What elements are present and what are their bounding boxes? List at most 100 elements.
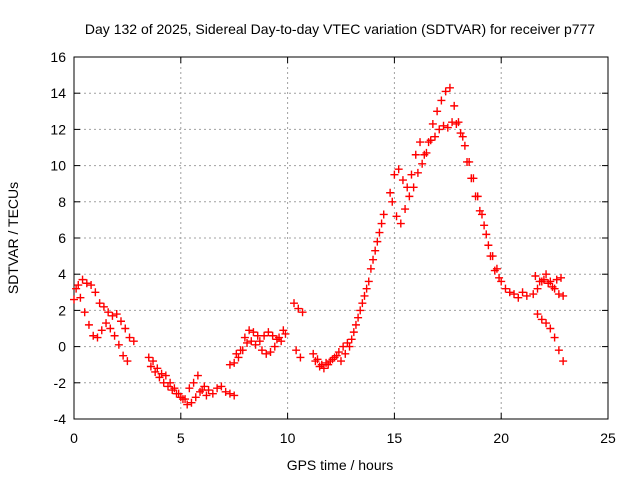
data-point bbox=[531, 272, 540, 281]
data-point bbox=[428, 119, 437, 128]
y-tick-label: 2 bbox=[58, 302, 66, 318]
data-point bbox=[486, 252, 495, 261]
x-tick-label: 10 bbox=[280, 430, 296, 446]
data-point bbox=[255, 337, 264, 346]
data-point bbox=[213, 384, 222, 393]
data-point bbox=[535, 277, 544, 286]
data-point bbox=[251, 340, 260, 349]
data-point bbox=[99, 302, 108, 311]
y-tick-label: 14 bbox=[50, 85, 66, 101]
x-tick-label: 0 bbox=[70, 430, 78, 446]
data-point bbox=[514, 293, 523, 302]
data-point bbox=[129, 337, 138, 346]
data-point bbox=[539, 275, 548, 284]
data-point bbox=[104, 308, 113, 317]
data-points bbox=[70, 83, 568, 409]
data-point bbox=[345, 342, 354, 351]
data-point bbox=[448, 118, 457, 127]
data-point bbox=[559, 357, 568, 366]
data-point bbox=[360, 291, 369, 300]
data-point bbox=[351, 320, 360, 329]
data-point bbox=[409, 183, 418, 192]
data-point bbox=[328, 355, 337, 364]
data-point bbox=[125, 333, 134, 342]
data-point bbox=[102, 319, 111, 328]
data-point bbox=[418, 159, 427, 168]
data-point bbox=[390, 170, 399, 179]
data-point bbox=[533, 310, 542, 319]
chart-title: Day 132 of 2025, Sidereal Day-to-day VTE… bbox=[85, 21, 595, 37]
data-point bbox=[537, 315, 546, 324]
data-point bbox=[247, 337, 256, 346]
data-point bbox=[379, 210, 388, 219]
data-point bbox=[232, 349, 241, 358]
data-point bbox=[398, 176, 407, 185]
grid-lines bbox=[74, 57, 608, 419]
data-point bbox=[542, 270, 551, 279]
data-point bbox=[87, 281, 96, 290]
data-point bbox=[84, 320, 93, 329]
data-point bbox=[243, 338, 252, 347]
data-point bbox=[337, 357, 345, 366]
data-point bbox=[270, 342, 279, 351]
data-point bbox=[510, 290, 519, 299]
x-tick-label: 25 bbox=[600, 430, 616, 446]
data-point bbox=[89, 331, 98, 340]
data-point bbox=[559, 291, 568, 300]
data-point bbox=[460, 141, 469, 150]
data-point bbox=[298, 308, 307, 317]
data-point bbox=[108, 311, 117, 320]
data-point bbox=[416, 138, 425, 147]
data-point bbox=[294, 304, 303, 313]
data-point bbox=[319, 364, 328, 373]
data-point bbox=[358, 299, 367, 308]
data-point bbox=[163, 382, 172, 391]
x-tick-label: 5 bbox=[177, 430, 185, 446]
data-point bbox=[324, 360, 333, 369]
data-point bbox=[80, 308, 89, 317]
data-point bbox=[245, 326, 254, 335]
data-point bbox=[484, 241, 493, 250]
data-point bbox=[198, 386, 207, 395]
data-point bbox=[225, 389, 234, 398]
data-point bbox=[426, 136, 435, 145]
data-point bbox=[366, 264, 375, 273]
y-tick-label: -4 bbox=[54, 411, 67, 427]
data-point bbox=[97, 326, 106, 335]
data-point bbox=[362, 284, 371, 293]
data-point bbox=[405, 192, 414, 201]
data-point bbox=[477, 210, 486, 219]
y-tick-label: -2 bbox=[54, 375, 67, 391]
data-point bbox=[236, 346, 245, 355]
data-point bbox=[490, 266, 499, 275]
data-point bbox=[375, 228, 384, 237]
data-point bbox=[369, 255, 378, 264]
data-point bbox=[505, 288, 514, 297]
data-point bbox=[123, 357, 132, 366]
y-tick-labels: -4 -2 0 2 4 6 8 10 12 14 16 bbox=[50, 49, 66, 427]
data-point bbox=[159, 378, 168, 387]
data-point bbox=[396, 219, 405, 228]
data-point bbox=[279, 326, 288, 335]
data-point bbox=[181, 395, 190, 404]
data-point bbox=[354, 313, 363, 322]
data-point bbox=[450, 101, 459, 110]
data-point bbox=[388, 197, 397, 206]
data-point bbox=[266, 348, 275, 357]
y-tick-label: 12 bbox=[50, 121, 66, 137]
data-point bbox=[121, 324, 130, 333]
data-point bbox=[225, 360, 234, 369]
data-point bbox=[452, 119, 461, 128]
data-point bbox=[433, 107, 442, 116]
data-point bbox=[435, 125, 444, 134]
data-point bbox=[413, 168, 422, 177]
data-point bbox=[495, 273, 504, 282]
data-point bbox=[437, 96, 446, 105]
data-point bbox=[445, 83, 454, 92]
data-point bbox=[93, 333, 102, 342]
data-point bbox=[193, 371, 202, 380]
data-point bbox=[155, 373, 164, 382]
data-point bbox=[76, 293, 85, 302]
data-point bbox=[309, 349, 318, 358]
